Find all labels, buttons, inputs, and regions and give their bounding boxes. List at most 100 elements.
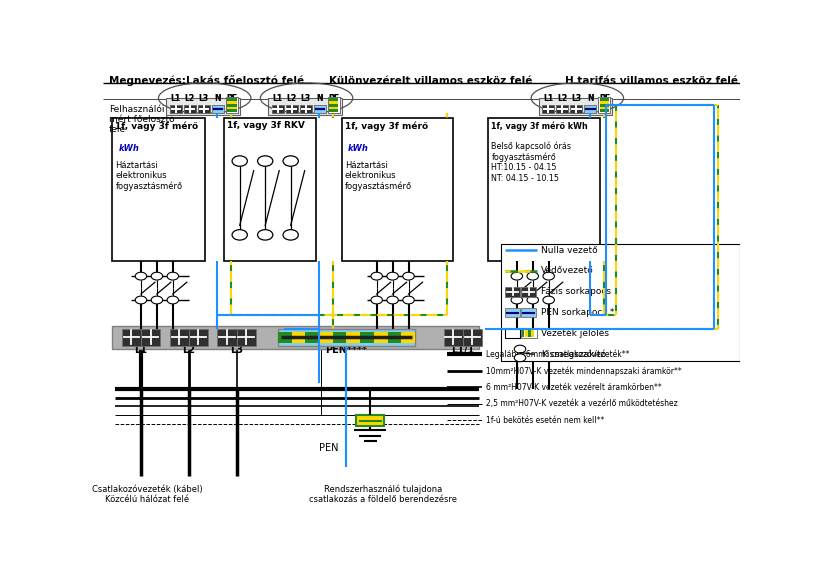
Text: H tarifás villamos eszköz felé: H tarifás villamos eszköz felé [565,76,737,86]
Bar [227,98,237,100]
Bar [183,105,196,113]
Bar [488,118,600,261]
Bar [521,308,536,318]
Bar [521,329,538,338]
Bar [599,100,609,104]
Bar [305,332,319,343]
Bar [329,104,339,107]
Text: L2: L2 [185,94,195,103]
Text: PEN sorkapocs *: PEN sorkapocs * [541,308,614,317]
Circle shape [527,272,538,280]
Text: L1: L1 [273,94,283,103]
Text: Háztartási
elektronikus
fogyasztásmérő: Háztartási elektronikus fogyasztásmérő [115,161,182,191]
Text: L1: L1 [543,94,553,103]
Bar [278,332,292,343]
Text: N: N [316,94,323,103]
Text: L2: L2 [557,94,567,103]
Text: L2: L2 [182,345,196,355]
Bar [329,107,339,109]
Bar [299,105,312,113]
Bar [169,329,189,346]
Bar [346,332,360,343]
Bar [521,287,536,297]
Text: L3: L3 [199,94,209,103]
Bar [227,104,237,107]
Bar [599,107,609,109]
Text: L3: L3 [230,345,243,355]
Bar [314,105,326,113]
Circle shape [387,296,399,304]
Bar [599,98,609,100]
Text: N: N [316,94,323,103]
Bar [584,105,597,113]
Bar [189,329,208,346]
Text: Legalább16mm² csatlakozóvezeték**: Legalább16mm² csatlakozóvezeték** [487,350,630,359]
Bar [227,107,237,109]
Text: N: N [587,94,593,103]
Text: L3: L3 [571,94,581,103]
Bar [598,97,611,113]
Text: L1: L1 [273,94,283,103]
Text: PE: PE [226,94,238,103]
Text: PE: PE [328,94,339,103]
Bar [226,97,238,113]
Text: L2: L2 [557,94,567,103]
Circle shape [167,272,178,280]
Bar [506,308,520,318]
Text: L1: L1 [135,345,147,355]
Circle shape [387,272,399,280]
Text: N: N [215,94,221,103]
Circle shape [167,296,178,304]
Bar [169,105,182,113]
Text: 1f-ú bekötés esetén nem kell**: 1f-ú bekötés esetén nem kell** [487,416,604,425]
Bar [556,105,569,113]
Circle shape [371,272,382,280]
Circle shape [283,156,298,166]
Bar [570,105,583,113]
Bar [328,97,339,113]
Text: N: N [215,94,221,103]
Bar [599,98,609,100]
Bar [506,329,520,338]
Bar [599,109,609,112]
Bar [342,118,453,261]
Bar [599,107,609,109]
Bar [539,98,612,116]
Bar [329,100,339,104]
Text: 6 mm²H07V-K vezeték vezérelt áramkörben**: 6 mm²H07V-K vezeték vezérelt áramkörben*… [487,383,662,392]
Bar [360,332,374,343]
Text: Rendszerhasználó tulajdona
csatlakozás a földelő berendezésre: Rendszerhasználó tulajdona csatlakozás a… [309,484,457,504]
Bar [227,109,237,112]
Bar [329,104,339,107]
Bar [556,105,569,113]
Bar [227,104,237,107]
Bar [285,105,298,113]
Bar [506,287,520,297]
Bar [333,332,346,343]
Bar [268,98,342,116]
Bar [271,105,284,113]
Bar [169,105,182,113]
Bar [329,98,339,100]
Bar [217,329,237,346]
Text: Kismegszakító: Kismegszakító [541,350,606,359]
Bar [501,244,740,361]
Text: L2: L2 [185,94,195,103]
Bar [328,97,339,113]
Bar [599,104,609,107]
Text: 1f, vagy 3f mérő: 1f, vagy 3f mérő [345,121,428,131]
Bar [329,109,339,112]
Bar [227,107,237,109]
Bar [113,325,478,349]
Text: L3: L3 [199,94,209,103]
Circle shape [511,296,523,304]
Bar [212,105,224,113]
Circle shape [257,156,273,166]
Bar [319,332,333,343]
Text: PE: PE [599,94,610,103]
Bar [197,105,210,113]
Bar [224,118,316,261]
Circle shape [515,345,526,353]
Bar [271,105,284,113]
Bar [529,329,531,337]
